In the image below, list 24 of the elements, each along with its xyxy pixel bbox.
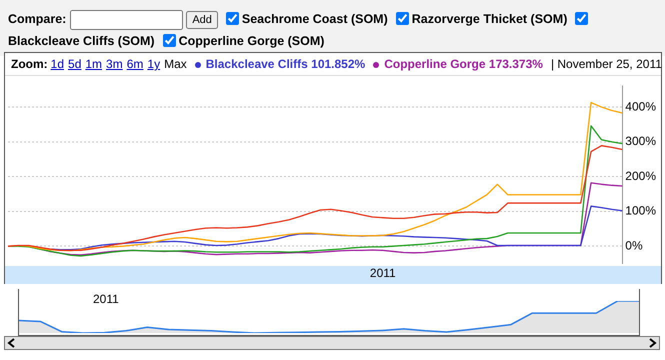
text: 3m bbox=[106, 57, 123, 71]
legend-label: Blackcleave Cliffs bbox=[206, 57, 308, 71]
text: Zoom: bbox=[11, 57, 48, 71]
y-tick-label: 400% bbox=[625, 99, 656, 114]
text: 1d bbox=[50, 57, 64, 71]
annotation: 2011 bbox=[93, 292, 119, 306]
legend-label: Copperline Gorge bbox=[384, 57, 486, 71]
text: 173.373% bbox=[488, 57, 543, 71]
text: Seachrome Coast (SOM) bbox=[242, 12, 388, 26]
text: 5d bbox=[68, 57, 82, 71]
text: 101.852% bbox=[311, 57, 366, 71]
text: Razorverge Thicket (SOM) bbox=[412, 12, 568, 26]
text: Compare: bbox=[8, 12, 66, 26]
text: 1m bbox=[85, 57, 102, 71]
y-tick-label: 200% bbox=[625, 168, 656, 183]
y-tick-label: 0% bbox=[625, 238, 643, 253]
text: Copperline Gorge (SOM) bbox=[178, 34, 324, 48]
text: Max bbox=[164, 57, 187, 71]
y-tick-label: 100% bbox=[625, 204, 656, 218]
text: Blackcleave Cliffs (SOM) bbox=[8, 34, 155, 48]
text: 6m bbox=[126, 57, 144, 71]
text: Add bbox=[186, 11, 218, 29]
y-tick-label: 300% bbox=[625, 134, 656, 148]
text: 1y bbox=[147, 57, 160, 71]
